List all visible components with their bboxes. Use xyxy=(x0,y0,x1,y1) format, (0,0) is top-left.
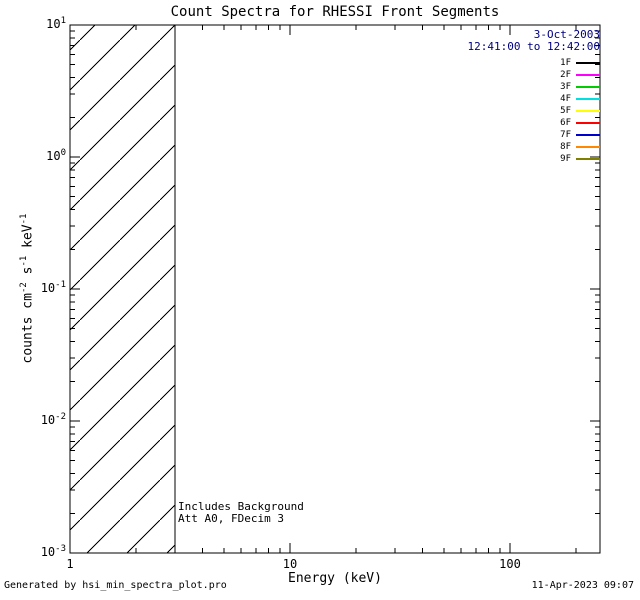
observation-date: 3-Oct-2003 xyxy=(533,28,600,41)
legend-color-line xyxy=(576,86,600,88)
legend-color-line xyxy=(576,98,600,100)
y-tick-label: 10-3 xyxy=(24,544,66,560)
legend-color-line xyxy=(576,74,600,76)
y-axis-label-part: s xyxy=(20,266,36,283)
y-axis-label-part: counts cm xyxy=(20,293,36,364)
y-tick-label: 101 xyxy=(24,16,66,32)
legend-entry-label: 8F xyxy=(560,142,571,152)
legend-entry: 8F xyxy=(560,141,600,153)
y-tick-exp: -3 xyxy=(55,544,66,554)
x-tick-label: 1 xyxy=(66,557,74,571)
y-tick-exp: -1 xyxy=(55,280,66,290)
legend-color-line xyxy=(576,122,600,124)
legend-entry-label: 7F xyxy=(560,130,571,140)
legend-entry-label: 5F xyxy=(560,106,571,116)
y-tick-base: 10 xyxy=(40,413,56,427)
generator-credit: Generated by hsi_min_spectra_plot.pro xyxy=(4,580,227,591)
legend: 1F 2F 3F 4F 5F 6F 7F 8F 9F xyxy=(560,57,600,165)
hatched-low-energy-region xyxy=(70,25,175,553)
legend-entry-label: 3F xyxy=(560,82,571,92)
legend-entry: 5F xyxy=(560,105,600,117)
y-tick-base: 10 xyxy=(46,17,61,31)
legend-entry-label: 1F xyxy=(560,58,571,68)
legend-color-line xyxy=(576,134,600,136)
y-tick-label: 10-1 xyxy=(24,280,66,296)
legend-color-line xyxy=(576,146,600,148)
y-tick-exp: -2 xyxy=(55,412,66,422)
y-axis-label-part: keV xyxy=(20,224,36,256)
observation-info: 3-Oct-2003 12:41:00 to 12:42:00 xyxy=(468,29,600,53)
legend-color-line xyxy=(576,62,600,64)
legend-entry-label: 6F xyxy=(560,118,571,128)
y-tick-exp: 0 xyxy=(60,148,66,158)
y-tick-base: 10 xyxy=(40,545,56,559)
legend-entry-label: 2F xyxy=(560,70,571,80)
x-tick-label: 10 xyxy=(282,557,298,571)
chart-title: Count Spectra for RHESSI Front Segments xyxy=(170,4,500,20)
legend-entry: 6F xyxy=(560,117,600,129)
y-axis-label-exp: -1 xyxy=(19,255,30,267)
legend-color-line xyxy=(576,110,600,112)
legend-entry: 1F xyxy=(560,57,600,69)
x-tick-label: 100 xyxy=(499,557,521,571)
x-axis-label: Energy (keV) xyxy=(288,571,382,586)
legend-entry: 3F xyxy=(560,81,600,93)
legend-entry: 4F xyxy=(560,93,600,105)
plot-annotations: Includes Background Att A0, FDecim 3 xyxy=(178,501,304,524)
attenuator-note: Att A0, FDecim 3 xyxy=(178,511,284,525)
observation-time-range: 12:41:00 to 12:42:00 xyxy=(467,40,600,53)
y-tick-base: 10 xyxy=(40,281,56,295)
y-tick-label: 10-2 xyxy=(24,412,66,428)
y-tick-base: 10 xyxy=(46,149,61,163)
legend-entry: 2F xyxy=(560,69,600,81)
y-tick-exp: 1 xyxy=(60,16,66,26)
legend-entry-label: 4F xyxy=(560,94,571,104)
legend-entry-label: 9F xyxy=(560,154,571,164)
legend-entry: 7F xyxy=(560,129,600,141)
render-timestamp: 11-Apr-2023 09:07 xyxy=(531,580,634,591)
background-note: Includes Background xyxy=(178,500,304,513)
legend-color-line xyxy=(576,158,600,160)
y-tick-label: 100 xyxy=(24,148,66,164)
legend-entry: 9F xyxy=(560,153,600,165)
y-axis-label-exp: -1 xyxy=(19,213,30,225)
